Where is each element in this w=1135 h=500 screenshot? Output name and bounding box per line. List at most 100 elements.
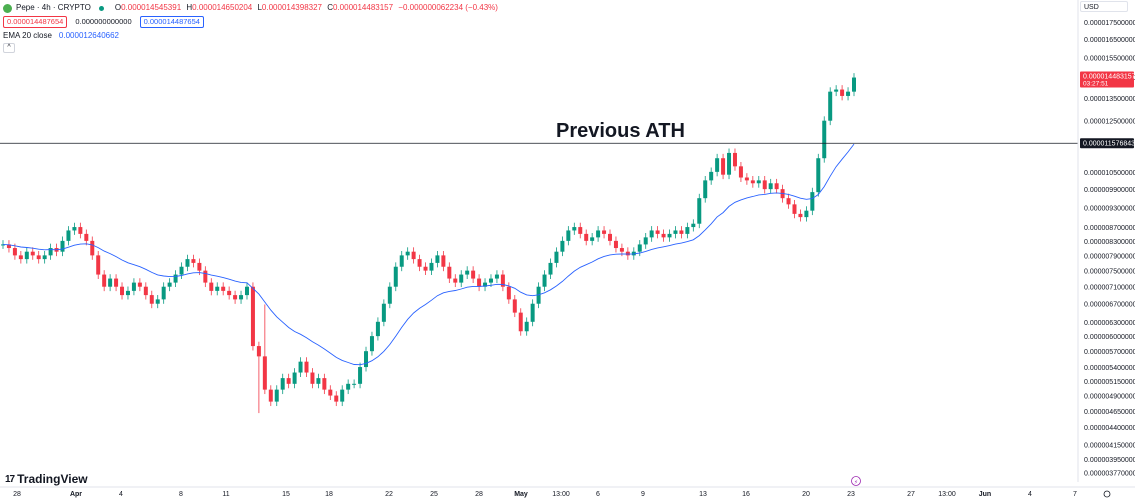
candle-body: [810, 192, 815, 211]
buy-button[interactable]: 0.000014487654: [139, 16, 204, 28]
candle-body: [697, 198, 702, 224]
candle-body: [459, 274, 464, 283]
candle-body: [542, 274, 547, 287]
candle-body: [352, 383, 357, 385]
candle-body: [328, 389, 333, 396]
ohlc-values: O0.000014545391 H0.000014650204 L0.00001…: [112, 2, 498, 14]
candle-body: [774, 183, 779, 190]
price-tick-label: 0.000003770000: [1084, 471, 1135, 478]
close-value: 0.000014483157: [333, 3, 394, 12]
price-tick-label: 0.000013500000: [1084, 96, 1135, 103]
candle-body: [102, 274, 107, 287]
candle-body: [435, 255, 440, 263]
time-tick-label: 4: [119, 491, 123, 498]
time-tick-label: Apr: [70, 491, 82, 498]
candle-body: [613, 240, 618, 249]
candle-body: [48, 248, 53, 256]
candle-body: [262, 356, 267, 390]
candle-body: [762, 180, 767, 190]
collapse-legend-button[interactable]: ^: [3, 43, 15, 53]
candle-body: [96, 255, 101, 275]
candle-body: [798, 213, 803, 218]
price-tick-label: 0.000004400000: [1084, 425, 1135, 432]
candle-body: [471, 270, 476, 279]
candle-body: [721, 158, 726, 175]
currency-selector[interactable]: USD: [1080, 1, 1128, 12]
time-tick-label: 6: [596, 491, 600, 498]
candle-body: [590, 237, 595, 241]
candle-body: [149, 295, 154, 304]
candle-body: [239, 295, 244, 300]
candle-body: [619, 248, 624, 252]
candle-body: [375, 321, 380, 337]
candle-body: [804, 210, 809, 218]
high-value: 0.000014650204: [192, 3, 253, 12]
time-tick-label: 13:00: [552, 491, 570, 498]
time-tick-label: 23: [847, 491, 855, 498]
candle-body: [399, 255, 404, 267]
candle-body: [1, 244, 5, 246]
price-tick-label: 0.000008300000: [1084, 239, 1135, 246]
candle-body: [346, 383, 351, 390]
time-tick-label: 4: [1028, 491, 1032, 498]
candle-body: [429, 262, 434, 271]
candle-body: [792, 204, 797, 214]
ema-row[interactable]: EMA 20 close 0.000012640662: [3, 30, 498, 42]
time-axis[interactable]: 28 Apr 4 8 11 15 18 22 25 28 May 13:00 6 9 13 16 20 23 27 1…: [0, 486, 1135, 498]
candle-body: [179, 266, 184, 275]
candle-body: [304, 361, 309, 373]
candle-body: [750, 180, 755, 184]
candle-body: [584, 233, 589, 241]
candle-body: [197, 262, 202, 271]
candle-body: [834, 89, 839, 92]
candle-body: [90, 240, 95, 256]
price-tick-label: 0.000007500000: [1084, 269, 1135, 276]
candle-body: [268, 389, 273, 402]
last-price-label: 0.000014483157: [1083, 73, 1135, 80]
time-tick-label: 20: [802, 491, 810, 498]
candle-body: [209, 282, 214, 291]
price-tick-label: 0.000008700000: [1084, 225, 1135, 232]
candle-body: [256, 346, 261, 357]
candles[interactable]: [1, 73, 856, 414]
candle-body: [274, 389, 279, 402]
close-label: C: [327, 3, 333, 12]
candle-body: [661, 233, 666, 238]
candle-body: [120, 286, 125, 296]
ema-value: 0.000012640662: [58, 31, 119, 40]
candle-body: [512, 299, 517, 313]
price-tick-label: 0.000009300000: [1084, 205, 1135, 212]
candle-body: [369, 336, 374, 352]
chart-legend: Pepe · 4h · CRYPTO O0.000014545391 H0.00…: [3, 2, 498, 53]
symbol-title[interactable]: Pepe · 4h · CRYPTO: [16, 3, 91, 12]
previous-ath-annotation[interactable]: Previous ATH: [556, 120, 685, 142]
price-tick-label: 0.000007100000: [1084, 285, 1135, 292]
candle-body: [608, 233, 613, 241]
candle-body: [221, 286, 226, 291]
candle-body: [78, 227, 83, 234]
candle-body: [673, 230, 678, 234]
price-tick-label: 0.000003950000: [1084, 457, 1135, 464]
sell-button[interactable]: 0.000014487654: [3, 16, 68, 28]
low-label: L: [257, 3, 262, 12]
trade-row: 0.000014487654 0.000000000000 0.00001448…: [3, 16, 498, 28]
candle-body: [846, 91, 851, 96]
candle-body: [572, 227, 577, 231]
candle-body: [12, 248, 17, 256]
high-label: H: [186, 3, 193, 12]
candle-body: [625, 251, 630, 256]
price-axis[interactable]: 0.000017500000 0.000016500000 0.0000155000…: [1077, 0, 1135, 482]
price-tick-label: 0.000005700000: [1084, 349, 1135, 356]
candle-body: [554, 251, 559, 263]
event-lightning-icon: [851, 476, 861, 486]
candle-body: [24, 251, 29, 260]
time-tick-label: 16: [742, 491, 750, 498]
candle-body: [405, 251, 410, 256]
time-tick-label: 8: [179, 491, 183, 498]
candle-body: [727, 152, 732, 175]
price-tick-label: 0.000006300000: [1084, 320, 1135, 327]
candle-body: [114, 278, 119, 287]
settings-gear-icon: [1103, 490, 1111, 498]
time-tick-label: 7: [1073, 491, 1077, 498]
